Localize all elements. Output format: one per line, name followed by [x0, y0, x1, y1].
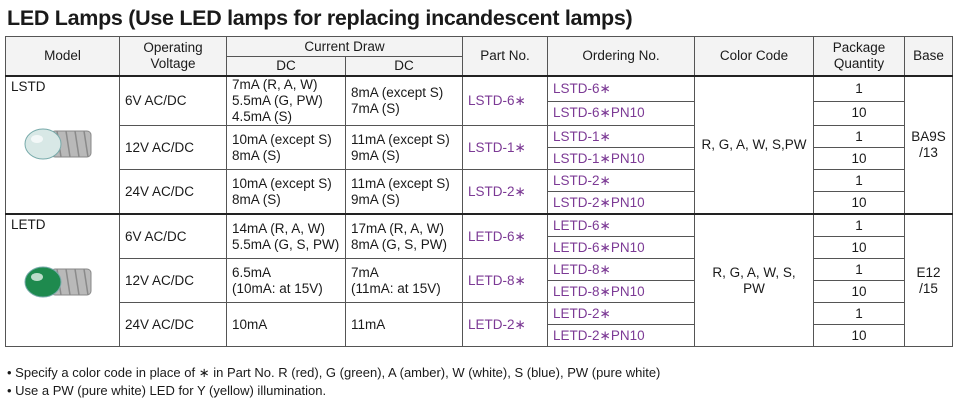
- lstd-lamp-icon: [24, 128, 92, 160]
- model-cell: LSTD: [5, 75, 120, 215]
- table-row: 24V AC/DC 10mA 11mA LETD-2∗ LETD-2∗ 1: [6, 302, 953, 347]
- header-package-quantity: Package Quantity: [813, 36, 905, 77]
- table-header: Model Operating Voltage Current Draw Par…: [5, 36, 953, 77]
- current-draw-dc-2: 8mA (except S) 7mA (S): [345, 75, 463, 126]
- current-draw-dc-2: 11mA (except S) 9mA (S): [345, 125, 463, 170]
- led-lamp-spec-table: Model Operating Voltage Current Draw Par…: [5, 36, 953, 347]
- part-no: LETD-6∗: [462, 213, 548, 259]
- package-quantity: 10: [813, 147, 905, 170]
- current-draw-dc-1: 10mA: [226, 302, 346, 347]
- package-quantity: 1: [813, 169, 905, 192]
- lamp-group-letd: LETD 6V AC/DC 14mA (R, A, W) 5.5mA (G, S, …: [5, 213, 953, 347]
- current-draw-dc-1: 10mA (except S) 8mA (S): [226, 169, 346, 215]
- header-ordering-no: Ordering No.: [547, 36, 695, 77]
- package-quantity: 1: [813, 213, 905, 237]
- color-code: R, G, A, W, S,PW: [694, 75, 814, 215]
- package-quantity: 10: [813, 324, 905, 347]
- current-draw-dc-1: 10mA (except S) 8mA (S): [226, 125, 346, 170]
- package-quantity: 10: [813, 100, 905, 127]
- package-quantity: 1: [813, 75, 905, 102]
- package-quantity: 10: [813, 280, 905, 303]
- operating-voltage: 12V AC/DC: [119, 258, 227, 303]
- letd-lamp-icon: [24, 266, 92, 298]
- header-dc-2: DC: [345, 56, 463, 77]
- current-draw-dc-2: 11mA (except S) 9mA (S): [345, 169, 463, 215]
- table-row: LSTD-2∗PN10 10: [6, 191, 953, 215]
- ordering-no: LETD-2∗: [547, 302, 695, 325]
- model-name: LSTD: [11, 79, 46, 94]
- footnote-color-code: • Specify a color code in place of ∗ in …: [7, 365, 661, 380]
- header-model: Model: [5, 36, 120, 77]
- header-color-code: Color Code: [694, 36, 814, 77]
- part-no: LSTD-6∗: [462, 75, 548, 126]
- part-no: LETD-8∗: [462, 258, 548, 303]
- model-cell: LETD: [5, 213, 120, 347]
- page-title: LED Lamps (Use LED lamps for replacing i…: [7, 6, 633, 30]
- table-row: LETD 6V AC/DC 14mA (R, A, W) 5.5mA (G, S, …: [5, 213, 953, 347]
- current-draw-dc-1: 6.5mA (10mA: at 15V): [226, 258, 346, 303]
- package-quantity: 1: [813, 258, 905, 281]
- ordering-no: LSTD-1∗: [547, 125, 695, 148]
- ordering-no: LSTD-6∗: [547, 75, 695, 102]
- base-type: BA9S /13: [904, 75, 953, 215]
- package-quantity: 1: [813, 125, 905, 148]
- header-current-draw: Current Draw: [226, 36, 463, 57]
- package-quantity: 1: [813, 302, 905, 325]
- ordering-no: LETD-8∗PN10: [547, 280, 695, 303]
- operating-voltage: 24V AC/DC: [119, 302, 227, 347]
- footnote-pw-led: • Use a PW (pure white) LED for Y (yello…: [7, 383, 327, 398]
- model-name: LETD: [11, 217, 46, 232]
- part-no: LETD-2∗: [462, 302, 548, 347]
- operating-voltage: 6V AC/DC: [119, 213, 227, 259]
- part-no: LSTD-1∗: [462, 125, 548, 170]
- ordering-no: LSTD-2∗PN10: [547, 191, 695, 215]
- ordering-no: LSTD-1∗PN10: [547, 147, 695, 170]
- operating-voltage: 24V AC/DC: [119, 169, 227, 215]
- table-row: LETD-2∗PN10 10: [6, 324, 953, 347]
- current-draw-dc-2: 7mA (11mA: at 15V): [345, 258, 463, 303]
- footnotes: • Specify a color code in place of ∗ in …: [7, 364, 660, 400]
- base-type: E12 /15: [904, 213, 953, 347]
- header-part-no: Part No.: [462, 36, 548, 77]
- ordering-no: LETD-2∗PN10: [547, 324, 695, 347]
- operating-voltage: 12V AC/DC: [119, 125, 227, 170]
- current-draw-dc-2: 17mA (R, A, W) 8mA (G, S, PW): [345, 213, 463, 259]
- current-draw-dc-1: 7mA (R, A, W) 5.5mA (G, PW) 4.5mA (S): [226, 75, 346, 126]
- current-draw-dc-1: 14mA (R, A, W) 5.5mA (G, S, PW): [226, 213, 346, 259]
- table-row: LSTD-1∗PN10 10: [6, 147, 953, 170]
- current-draw-dc-2: 11mA: [345, 302, 463, 347]
- table-row: LSTD 6V AC/DC 7mA (R, A, W) 5.5mA (G, PW) …: [5, 75, 953, 215]
- table-row: LETD-8∗PN10 10: [6, 280, 953, 303]
- ordering-no: LETD-8∗: [547, 258, 695, 281]
- color-code: R, G, A, W, S, PW: [694, 213, 814, 347]
- header-dc-1: DC: [226, 56, 346, 77]
- table-row: LSTD-6∗PN10 10: [6, 100, 953, 127]
- ordering-no: LSTD-6∗PN10: [547, 100, 695, 127]
- header-base: Base: [904, 36, 953, 77]
- table-row: 12V AC/DC 10mA (except S) 8mA (S) 11mA (ex…: [6, 125, 953, 170]
- package-quantity: 10: [813, 191, 905, 215]
- header-operating-voltage: Operating Voltage: [119, 36, 227, 77]
- lamp-group-lstd: LSTD 6V AC/DC 7mA (R, A, W) 5.5mA (G, PW) …: [5, 75, 953, 215]
- package-quantity: 10: [813, 236, 905, 259]
- table-row: 12V AC/DC 6.5mA (10mA: at 15V) 7mA (11mA: …: [6, 258, 953, 303]
- ordering-no: LETD-6∗: [547, 213, 695, 237]
- operating-voltage: 6V AC/DC: [119, 75, 227, 126]
- ordering-no: LSTD-2∗: [547, 169, 695, 192]
- ordering-no: LETD-6∗PN10: [547, 236, 695, 259]
- part-no: LSTD-2∗: [462, 169, 548, 215]
